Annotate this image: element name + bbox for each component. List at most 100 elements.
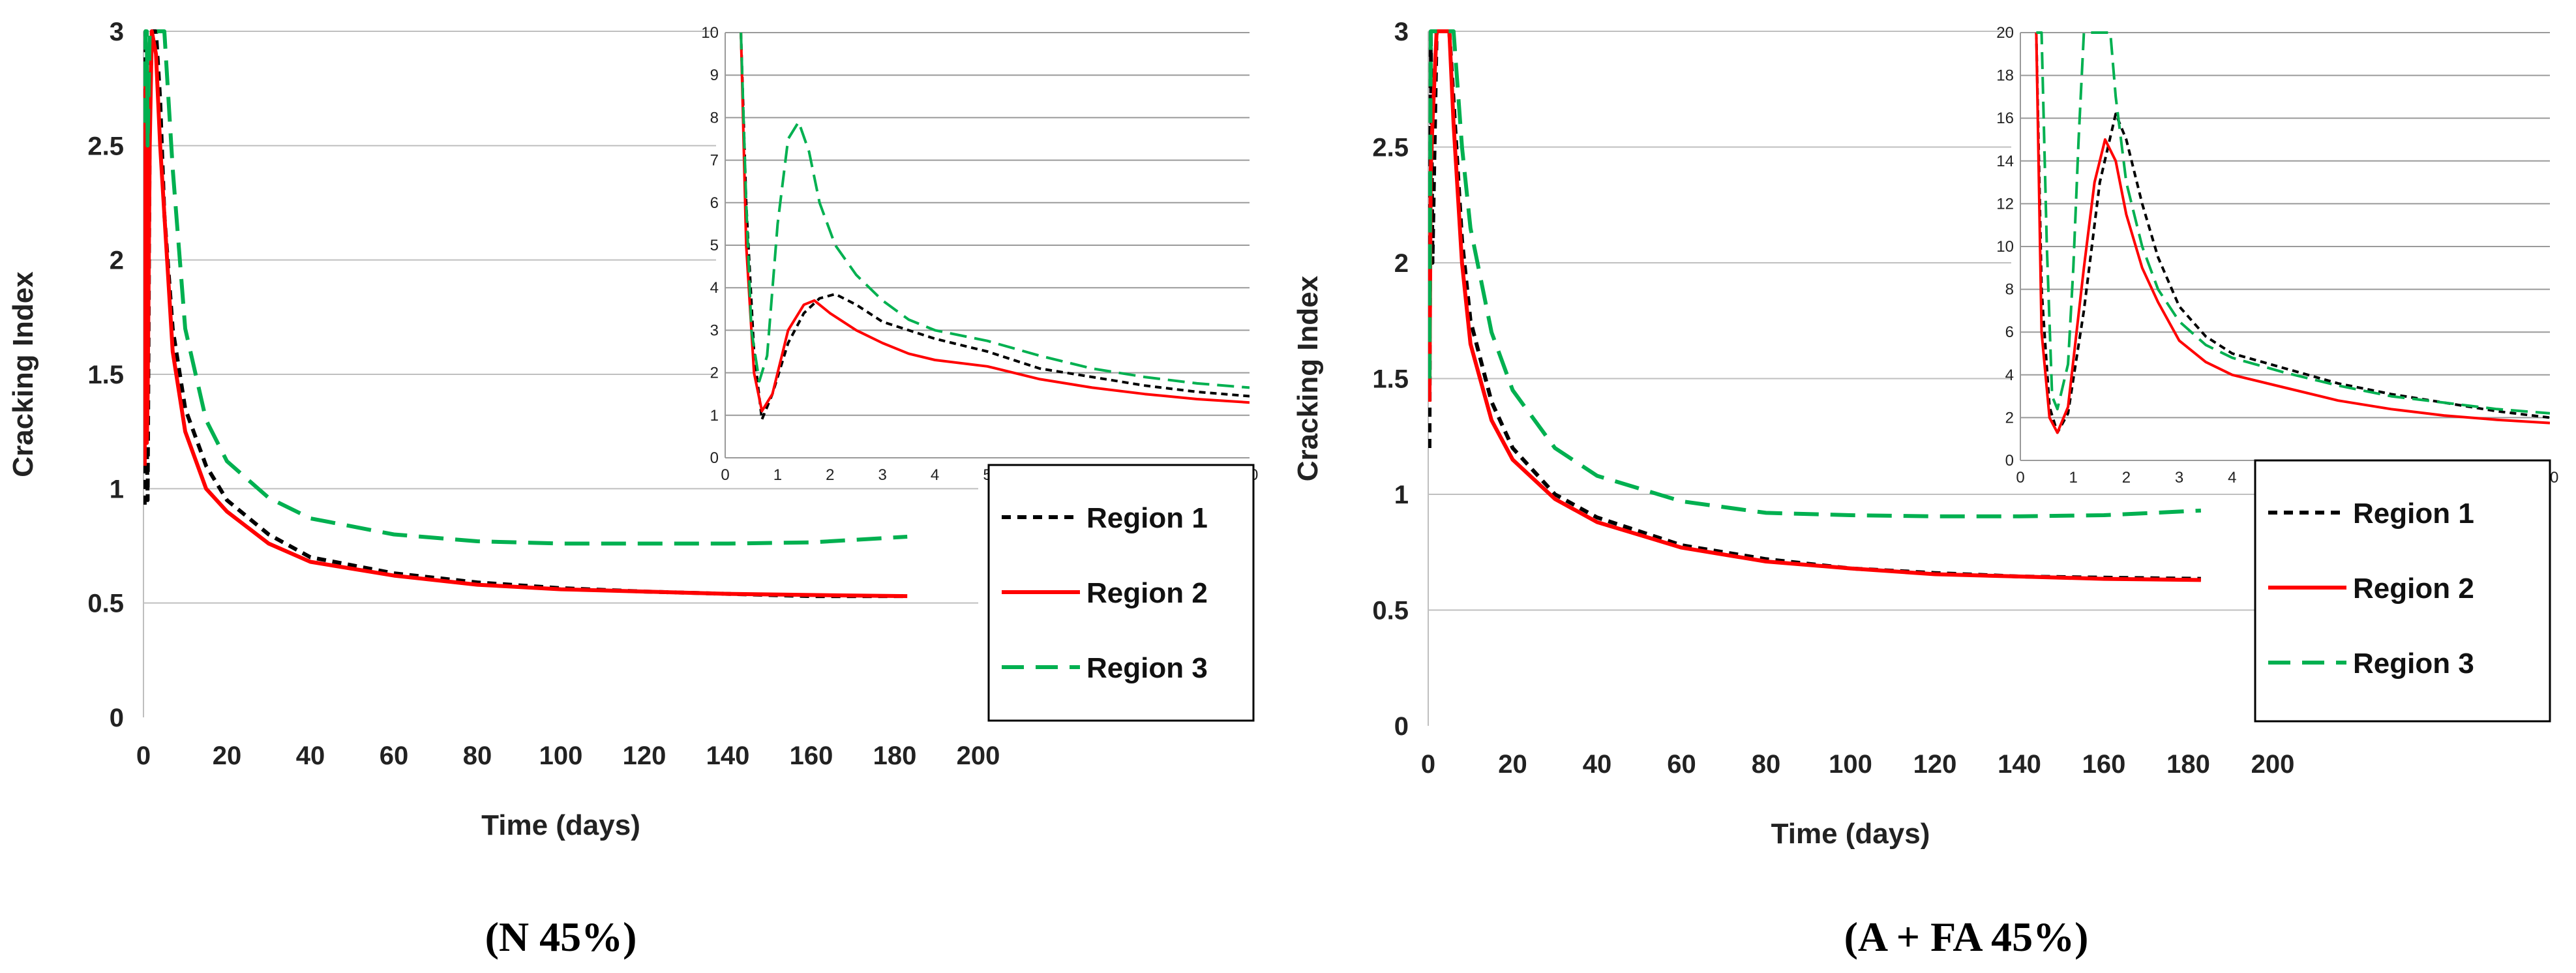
series-line-region-3 xyxy=(1428,29,2202,518)
inset-y-tick-label: 4 xyxy=(2005,367,2014,384)
inset-series-line-region-3 xyxy=(2036,31,2550,415)
legend-box xyxy=(987,464,1255,722)
x-tick-label: 20 xyxy=(1498,750,1527,779)
x-tick-label: 80 xyxy=(1752,750,1781,779)
x-tick-label: 160 xyxy=(790,741,833,770)
series-line-region-3 xyxy=(143,29,908,546)
inset-background xyxy=(716,26,1256,488)
inset-y-tick-label: 8 xyxy=(2005,281,2014,299)
y-axis-label: Cracking Index xyxy=(1292,275,1324,481)
y-tick-label: 1.5 xyxy=(1372,365,1409,394)
chart-panel-2: 00.511.522.530 20 40 60 80 100 120 140 160 180 200… xyxy=(1292,18,2558,960)
inset-y-tick-label: 7 xyxy=(710,152,719,170)
x-tick-label: 0 xyxy=(1421,750,1435,779)
x-tick-label: 60 xyxy=(380,741,409,770)
inset-chart: 012345678910012345678910 xyxy=(701,24,1258,488)
series-line-region-2 xyxy=(1428,29,2201,582)
x-tick-label: 200 xyxy=(2251,750,2295,779)
legend-label-region-3: Region 3 xyxy=(1086,652,1208,684)
inset-y-tick-label: 5 xyxy=(710,237,719,254)
x-tick-label: 60 xyxy=(1667,750,1696,779)
inset-x-tick-label: 2 xyxy=(826,466,834,484)
y-tick-label: 1 xyxy=(1394,481,1409,509)
inset-series-line-region-2 xyxy=(740,32,1250,413)
inset-y-tick-label: 9 xyxy=(710,67,719,84)
x-tick-label: 140 xyxy=(1998,750,2041,779)
inset-y-tick-label: 12 xyxy=(1996,195,2014,213)
y-tick-label: 0 xyxy=(1394,712,1409,741)
inset-x-tick-label: 1 xyxy=(2069,469,2078,487)
inset-y-tick-label: 4 xyxy=(710,279,719,297)
y-tick-label: 1.5 xyxy=(87,361,124,389)
inset-y-tick-label: 10 xyxy=(1996,238,2014,256)
inset-y-tick-label: 2 xyxy=(2005,409,2014,427)
inset-x-tick-label: 1 xyxy=(773,466,782,484)
y-tick-label: 0 xyxy=(110,704,124,732)
legend-label-region-3: Region 3 xyxy=(2353,648,2474,680)
inset-x-tick-label: 4 xyxy=(2228,469,2236,487)
y-tick-label: 2.5 xyxy=(87,132,124,160)
inset-y-tick-label: 8 xyxy=(710,109,719,127)
x-tick-label: 120 xyxy=(623,741,666,770)
inset-y-tick-label: 18 xyxy=(1996,67,2014,85)
inset-x-tick-label: 3 xyxy=(2175,469,2183,487)
inset-x-tick-label: 2 xyxy=(2122,469,2131,487)
inset-y-tick-label: 0 xyxy=(2005,452,2014,470)
chart-panel-1: 00.511.522.530 20 40 60 80 100 120 140 160 180 200… xyxy=(7,18,1258,960)
inset-x-tick-label: 0 xyxy=(2016,469,2024,487)
y-tick-label: 1 xyxy=(110,475,124,503)
inset-y-tick-label: 16 xyxy=(1996,110,2014,127)
inset-y-tick-label: 10 xyxy=(701,24,719,42)
x-tick-label: 200 xyxy=(957,741,1000,770)
x-tick-label: 180 xyxy=(2166,750,2210,779)
legend-label-region-1: Region 1 xyxy=(1086,502,1208,534)
series-line-region-2 xyxy=(143,29,908,599)
x-tick-label: 180 xyxy=(873,741,917,770)
legend-label-region-1: Region 1 xyxy=(2353,498,2474,530)
inset-chart: 02468101214161820012345678910 xyxy=(1996,24,2558,490)
inset-y-tick-label: 3 xyxy=(710,322,719,339)
y-tick-label: 0.5 xyxy=(87,590,124,618)
inset-series-line-region-1 xyxy=(740,32,1250,421)
y-tick-label: 2 xyxy=(1394,249,1409,278)
inset-series-line-region-2 xyxy=(2035,32,2550,434)
inset-y-tick-label: 6 xyxy=(2005,323,2014,341)
x-tick-label: 140 xyxy=(706,741,750,770)
panel-caption: (A + FA 45%) xyxy=(1844,914,2089,960)
legend-label-region-2: Region 2 xyxy=(2353,573,2474,605)
x-tick-label: 120 xyxy=(1913,750,1957,779)
x-axis-label: Time (days) xyxy=(1771,818,1930,850)
panel-caption: (N 45%) xyxy=(485,914,637,960)
x-tick-label: 40 xyxy=(1583,750,1612,779)
x-tick-label: 0 xyxy=(136,741,151,770)
x-tick-label: 160 xyxy=(2082,750,2126,779)
y-tick-label: 2 xyxy=(110,247,124,275)
x-tick-label: 40 xyxy=(296,741,325,770)
inset-y-tick-label: 6 xyxy=(710,194,719,212)
inset-x-tick-label: 3 xyxy=(878,466,887,484)
inset-y-tick-label: 2 xyxy=(710,365,719,382)
x-tick-label: 100 xyxy=(1829,750,1872,779)
y-axis-label: Cracking Index xyxy=(7,271,39,477)
x-axis-label: Time (days) xyxy=(481,809,640,841)
inset-x-tick-label: 0 xyxy=(721,466,729,484)
y-tick-label: 0.5 xyxy=(1372,597,1409,625)
x-tick-label: 100 xyxy=(539,741,583,770)
x-tick-label: 80 xyxy=(463,741,492,770)
inset-y-tick-label: 20 xyxy=(1996,24,2014,42)
inset-y-tick-label: 0 xyxy=(710,449,719,467)
legend: Region 1 Region 2 Region 3 xyxy=(2254,459,2551,723)
inset-y-tick-label: 1 xyxy=(710,407,719,425)
legend-box xyxy=(2254,459,2551,723)
y-tick-label: 2.5 xyxy=(1372,134,1409,162)
y-tick-label: 3 xyxy=(110,18,124,46)
x-tick-label: 20 xyxy=(213,741,242,770)
inset-y-tick-label: 14 xyxy=(1996,153,2014,170)
inset-background xyxy=(2011,26,2556,490)
inset-x-tick-label: 4 xyxy=(931,466,939,484)
legend-label-region-2: Region 2 xyxy=(1086,577,1208,609)
y-tick-label: 3 xyxy=(1394,18,1409,46)
legend: Region 1 Region 2 Region 3 xyxy=(987,464,1255,722)
inset-series-line-region-3 xyxy=(740,32,1250,389)
